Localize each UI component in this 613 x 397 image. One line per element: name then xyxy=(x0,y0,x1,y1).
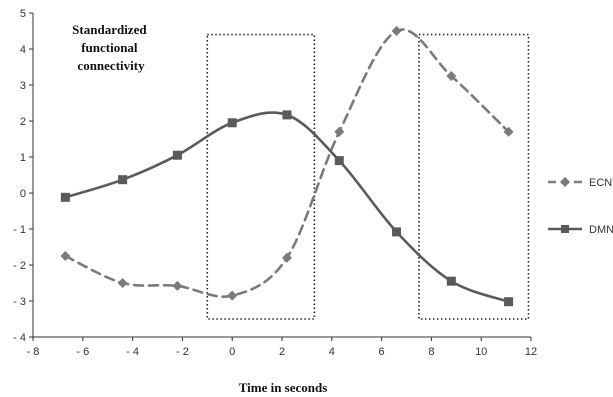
highlight-windows xyxy=(206,33,530,320)
data-point-dmn xyxy=(334,156,344,166)
y-tick-label: 1 xyxy=(20,152,26,164)
series-line-dmn xyxy=(64,111,510,304)
y-tick-label: - 3 xyxy=(13,296,26,308)
x-tick-label: 2 xyxy=(279,346,285,358)
y-tick-label: 3 xyxy=(20,80,26,92)
data-point-ecn xyxy=(503,126,514,137)
x-tick-label: 4 xyxy=(329,346,335,358)
y-tick-label: 0 xyxy=(20,188,26,200)
legend-label-ecn: ECN xyxy=(589,177,612,189)
y-tick-label: 2 xyxy=(20,116,26,128)
legend-marker-dmn xyxy=(561,225,569,233)
legend-marker-ecn xyxy=(560,177,570,187)
data-point-dmn xyxy=(60,192,70,202)
x-tick-label: 10 xyxy=(475,346,487,358)
x-tick-label: - 2 xyxy=(176,346,189,358)
data-point-dmn xyxy=(118,175,128,185)
y-tick-label: 4 xyxy=(20,44,26,56)
y-tick-label: 5 xyxy=(20,8,26,20)
data-point-dmn xyxy=(282,110,292,120)
data-point-dmn xyxy=(446,276,456,286)
title-line: Standardized xyxy=(72,22,147,37)
legend-item-ecn: ECN xyxy=(548,177,612,189)
data-point-ecn xyxy=(446,71,457,81)
axes xyxy=(29,12,532,341)
title-line: connectivity xyxy=(77,58,145,73)
highlight-window xyxy=(418,33,530,320)
legend-item-dmn: DMN xyxy=(548,224,613,236)
highlight-window xyxy=(206,33,316,320)
x-tick-label: 0 xyxy=(229,346,235,358)
y-tick-label: - 2 xyxy=(13,260,26,272)
data-point-ecn xyxy=(117,278,128,288)
y-tick-label: - 1 xyxy=(13,224,26,236)
data-point-ecn xyxy=(281,252,292,263)
data-point-ecn xyxy=(60,251,71,261)
data-point-ecn xyxy=(391,26,402,36)
x-tick-label: - 4 xyxy=(126,346,139,358)
x-tick-label: 8 xyxy=(428,346,434,358)
data-point-ecn xyxy=(172,280,183,291)
x-tick-label: 12 xyxy=(525,346,537,358)
legend-label-dmn: DMN xyxy=(589,224,613,236)
legend: ECN DMN xyxy=(548,177,613,236)
chart-title: Standardized functional connectivity xyxy=(72,22,150,73)
x-axis-label: Time in seconds xyxy=(239,380,328,395)
x-tick-label: - 6 xyxy=(76,346,89,358)
data-point-dmn xyxy=(392,227,402,237)
x-tick-label: - 8 xyxy=(27,346,40,358)
series-lines xyxy=(60,26,514,307)
y-tick-label: - 4 xyxy=(13,332,26,344)
x-tick-label: 6 xyxy=(379,346,385,358)
data-point-ecn xyxy=(334,126,345,137)
data-point-dmn xyxy=(227,118,237,128)
data-point-dmn xyxy=(172,150,182,160)
data-point-dmn xyxy=(504,297,514,307)
title-line: functional xyxy=(81,40,138,55)
data-point-ecn xyxy=(227,290,238,301)
series-line-ecn xyxy=(64,28,510,298)
